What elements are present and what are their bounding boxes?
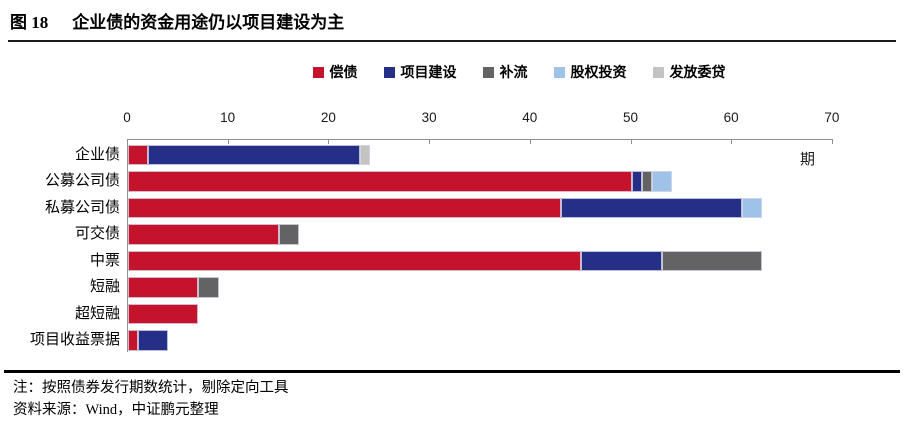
bar-segment bbox=[631, 171, 642, 192]
bar-segment bbox=[641, 171, 652, 192]
category-label: 私募公司债 bbox=[44, 198, 120, 216]
legend-swatch-silver bbox=[652, 66, 664, 78]
bar-segment bbox=[148, 144, 360, 165]
legend-label: 偿债 bbox=[329, 64, 358, 80]
legend-swatch-navy bbox=[383, 66, 395, 78]
legend-item: 项目建设 bbox=[383, 62, 457, 82]
legend-swatch-lightblue bbox=[553, 66, 565, 78]
category-label: 短融 bbox=[89, 278, 120, 296]
bar-segment bbox=[128, 330, 139, 351]
footer-divider bbox=[4, 370, 900, 373]
x-axis-tick-mark bbox=[429, 139, 431, 144]
x-axis-tick-label: 50 bbox=[622, 110, 639, 125]
bar-segment bbox=[581, 250, 662, 272]
bar-segment bbox=[651, 171, 672, 192]
legend-swatch-gray bbox=[482, 66, 494, 78]
x-axis-unit-label: 期 bbox=[800, 151, 816, 168]
bar-segment bbox=[279, 224, 300, 245]
bar-segment bbox=[128, 144, 149, 165]
category-label: 可交债 bbox=[74, 225, 120, 243]
bar-row bbox=[128, 277, 219, 298]
bar-row bbox=[128, 171, 672, 192]
bar-segment bbox=[198, 277, 219, 298]
bar-row bbox=[128, 224, 300, 245]
bar-segment bbox=[128, 197, 561, 219]
legend-label: 发放委贷 bbox=[669, 64, 726, 80]
category-label: 企业债 bbox=[74, 145, 120, 163]
bar-segment bbox=[359, 144, 370, 165]
bar-row bbox=[128, 197, 763, 219]
title-divider bbox=[8, 40, 896, 42]
figure-title: 图 18 企业债的资金用途仍以项目建设为主 bbox=[10, 8, 344, 33]
x-axis-tick-mark bbox=[529, 139, 531, 144]
bar-segment bbox=[138, 330, 169, 351]
category-label: 公募公司债 bbox=[44, 172, 120, 190]
x-axis-tick-mark bbox=[127, 139, 128, 144]
legend-item: 股权投资 bbox=[553, 62, 627, 82]
category-label: 项目收益票据 bbox=[29, 331, 120, 349]
chart-note: 注：按照债券发行期数统计，剔除定向工具 bbox=[13, 380, 289, 396]
bar-row bbox=[128, 144, 370, 165]
bar-segment bbox=[128, 250, 582, 272]
bar-segment bbox=[742, 197, 763, 219]
figure-title-text: 企业债的资金用途仍以项目建设为主 bbox=[72, 13, 345, 32]
figure-number: 图 18 bbox=[10, 13, 49, 32]
bar-segment bbox=[561, 197, 743, 219]
data-source: 资料来源：Wind，中证鹏元整理 bbox=[13, 402, 219, 418]
x-axis-line bbox=[127, 139, 832, 140]
x-axis-tick-label: 70 bbox=[824, 110, 840, 125]
x-axis-tick-mark bbox=[731, 139, 733, 144]
x-axis-tick-label: 30 bbox=[421, 110, 437, 125]
category-label: 超短融 bbox=[74, 304, 120, 322]
x-axis-tick-mark bbox=[630, 139, 632, 144]
legend-item: 发放委贷 bbox=[652, 62, 726, 82]
chart-legend: 偿债 项目建设 补流 股权投资 发放委贷 bbox=[130, 62, 904, 82]
legend-swatch-red bbox=[312, 66, 324, 78]
category-label: 中票 bbox=[89, 251, 120, 269]
bar-segment bbox=[128, 171, 632, 192]
bar-segment bbox=[128, 277, 199, 298]
x-axis-tick-mark bbox=[831, 139, 833, 144]
x-axis-tick-label: 60 bbox=[723, 110, 739, 125]
x-axis-tick-mark bbox=[227, 139, 229, 144]
legend-item: 偿债 bbox=[312, 62, 358, 82]
bar-segment bbox=[128, 224, 280, 245]
legend-label: 补流 bbox=[499, 64, 528, 80]
x-axis-tick-label: 10 bbox=[220, 110, 236, 125]
legend-item: 补流 bbox=[482, 62, 528, 82]
bar-segment bbox=[661, 250, 763, 272]
legend-label: 项目建设 bbox=[400, 64, 457, 80]
bar-row bbox=[128, 330, 169, 351]
legend-label: 股权投资 bbox=[570, 64, 627, 80]
x-axis-tick-label: 20 bbox=[320, 110, 336, 125]
bar-segment bbox=[128, 303, 199, 325]
x-axis-tick-label: 0 bbox=[123, 110, 131, 125]
x-axis-tick-mark bbox=[328, 139, 330, 144]
bar-row bbox=[128, 303, 199, 325]
x-axis-tick-label: 40 bbox=[522, 110, 538, 125]
bar-row bbox=[128, 250, 763, 272]
y-axis-line bbox=[127, 139, 128, 352]
